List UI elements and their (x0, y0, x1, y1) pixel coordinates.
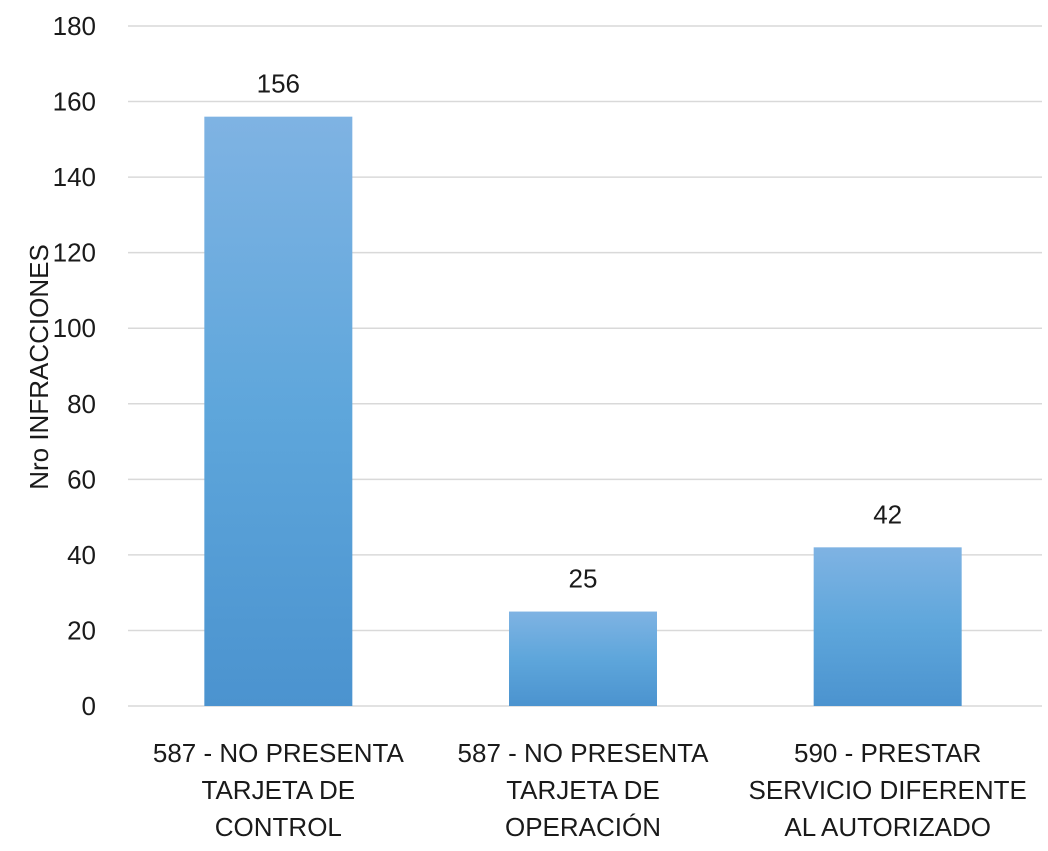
data-label: 25 (569, 564, 598, 594)
y-tick-label: 140 (53, 162, 96, 192)
category-label-line: AL AUTORIZADO (784, 812, 991, 842)
category-label: 590 - PRESTAR SERVICIO DIFERENTE AL AUTORI… (748, 738, 1026, 842)
y-tick-label: 20 (67, 615, 96, 645)
category-label-line: 587 - NO PRESENTA (458, 738, 710, 768)
category-label-line: TARJETA DE (506, 775, 660, 805)
y-tick-label: 120 (53, 238, 96, 268)
category-label-line: 587 - NO PRESENTA (153, 738, 405, 768)
y-tick-label: 80 (67, 389, 96, 419)
category-label-line: 590 - PRESTAR (794, 738, 981, 768)
y-axis-title: Nro INFRACCIONES (24, 244, 54, 490)
category-label-line: OPERACIÓN (505, 812, 661, 842)
category-label: 587 - NO PRESENTA TARJETA DE OPERACIÓN (458, 738, 710, 842)
category-label: 587 - NO PRESENTA TARJETA DE CONTROL (153, 738, 405, 842)
category-label-line: TARJETA DE (202, 775, 356, 805)
bar (813, 547, 962, 706)
data-label: 156 (257, 69, 300, 99)
y-tick-label: 100 (53, 313, 96, 343)
y-axis-tick-labels: 0 20 40 60 80 100 120 140 160 180 (53, 11, 96, 721)
y-tick-label: 40 (67, 540, 96, 570)
y-tick-label: 60 (67, 464, 96, 494)
bars (204, 116, 962, 706)
category-label-line: CONTROL (215, 812, 342, 842)
bar (509, 611, 657, 706)
data-label: 42 (873, 499, 902, 529)
y-tick-label: 160 (53, 87, 96, 117)
bar (204, 116, 353, 706)
data-labels: 156 25 42 (257, 69, 902, 594)
y-tick-label: 0 (82, 691, 96, 721)
y-tick-label: 180 (53, 11, 96, 41)
category-label-line: SERVICIO DIFERENTE (748, 775, 1026, 805)
